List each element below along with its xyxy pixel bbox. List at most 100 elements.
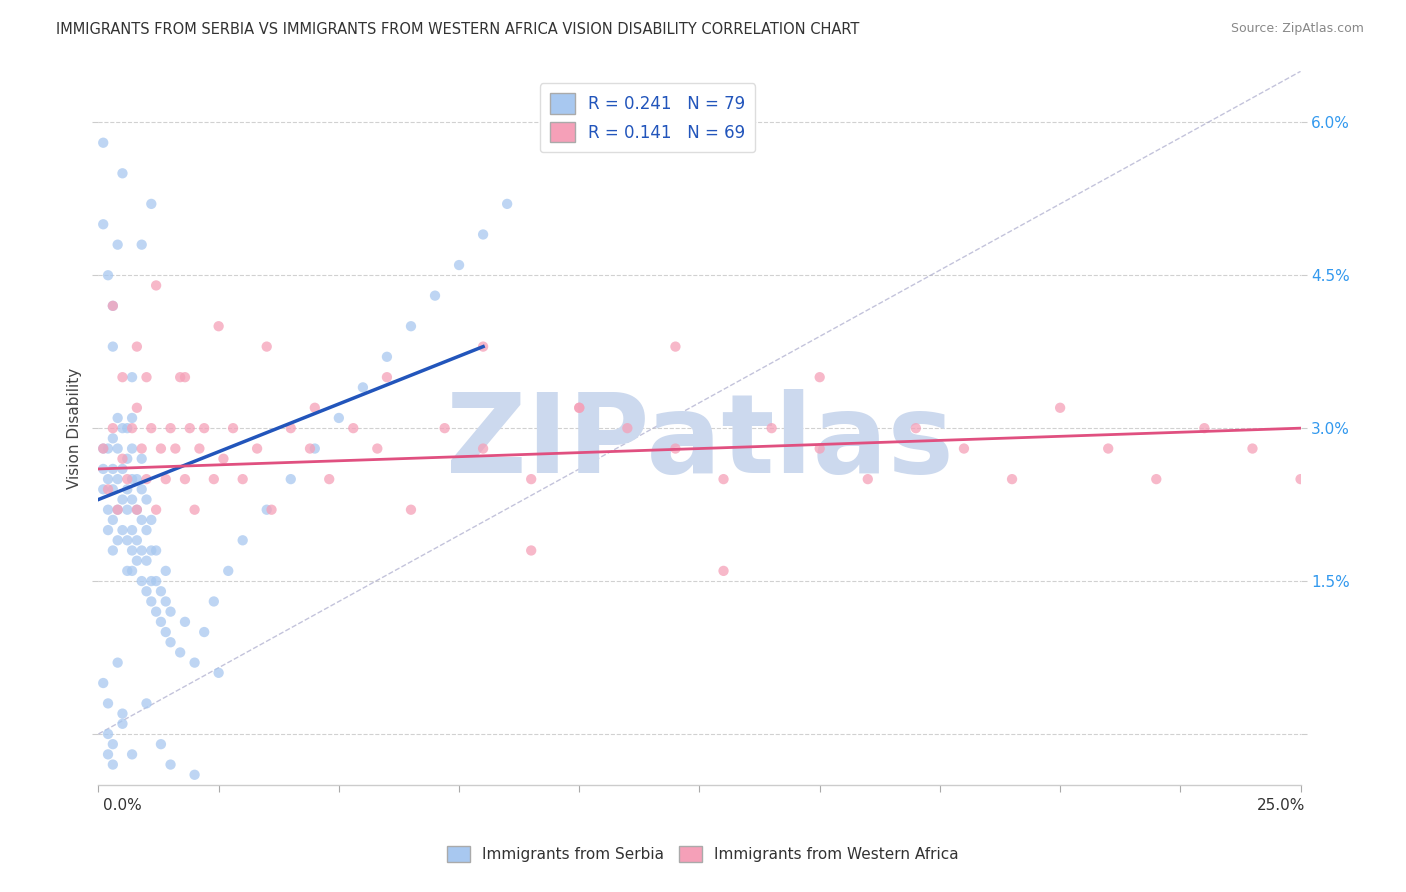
Point [447, 258, 470, 272]
Point [121, 523, 143, 537]
Point [91, 462, 114, 476]
Point [328, 411, 350, 425]
Point [568, 401, 591, 415]
Point [91, 442, 114, 456]
Point [298, 442, 321, 456]
Point [141, 513, 163, 527]
Point [1194, 421, 1216, 435]
Point [135, 523, 157, 537]
Point [145, 574, 167, 588]
Point [131, 574, 153, 588]
Point [117, 472, 139, 486]
Point [101, 431, 124, 445]
Point [568, 401, 591, 415]
Point [101, 737, 124, 751]
Point [107, 533, 129, 548]
Legend: Immigrants from Serbia, Immigrants from Western Africa: Immigrants from Serbia, Immigrants from … [441, 840, 965, 868]
Point [616, 421, 638, 435]
Point [399, 502, 422, 516]
Point [232, 472, 254, 486]
Point [117, 483, 139, 497]
Point [399, 319, 422, 334]
Point [121, 442, 143, 456]
Point [101, 483, 124, 497]
Point [159, 605, 181, 619]
Point [101, 340, 124, 354]
Point [117, 533, 139, 548]
Point [111, 716, 134, 731]
Point [131, 543, 153, 558]
Point [117, 421, 139, 435]
Point [352, 380, 374, 394]
Point [97, 727, 120, 741]
Text: Source: ZipAtlas.com: Source: ZipAtlas.com [1230, 22, 1364, 36]
Point [366, 442, 388, 456]
Point [135, 554, 157, 568]
Point [713, 472, 735, 486]
Point [97, 442, 120, 456]
Point [97, 502, 120, 516]
Point [135, 697, 157, 711]
Point [135, 584, 157, 599]
Point [202, 472, 225, 486]
Point [179, 421, 201, 435]
Legend: R = 0.241   N = 79, R = 0.141   N = 69: R = 0.241 N = 79, R = 0.141 N = 69 [540, 83, 755, 153]
Point [117, 502, 139, 516]
Point [208, 665, 231, 680]
Point [256, 340, 278, 354]
Point [101, 299, 124, 313]
Point [91, 442, 114, 456]
Point [91, 136, 114, 150]
Point [125, 502, 148, 516]
Point [125, 340, 148, 354]
Point [149, 615, 172, 629]
Point [141, 543, 163, 558]
Point [125, 401, 148, 415]
Point [97, 483, 120, 497]
Point [145, 278, 167, 293]
Point [904, 421, 927, 435]
Point [472, 442, 495, 456]
Point [375, 370, 398, 384]
Point [117, 564, 139, 578]
Point [107, 237, 129, 252]
Point [141, 421, 163, 435]
Point [155, 564, 177, 578]
Point [174, 615, 197, 629]
Point [761, 421, 783, 435]
Point [1289, 472, 1312, 486]
Point [304, 401, 326, 415]
Point [107, 656, 129, 670]
Point [159, 757, 181, 772]
Point [145, 605, 167, 619]
Point [280, 472, 302, 486]
Text: 0.0%: 0.0% [103, 798, 142, 813]
Point [246, 442, 269, 456]
Point [155, 625, 177, 640]
Point [111, 421, 134, 435]
Point [149, 442, 172, 456]
Point [111, 706, 134, 721]
Point [135, 370, 157, 384]
Point [121, 370, 143, 384]
Point [101, 543, 124, 558]
Point [141, 574, 163, 588]
Point [375, 350, 398, 364]
Text: IMMIGRANTS FROM SERBIA VS IMMIGRANTS FROM WESTERN AFRICA VISION DISABILITY CORRE: IMMIGRANTS FROM SERBIA VS IMMIGRANTS FRO… [56, 22, 859, 37]
Point [121, 543, 143, 558]
Point [149, 584, 172, 599]
Point [101, 299, 124, 313]
Point [97, 268, 120, 283]
Point [183, 656, 205, 670]
Point [135, 472, 157, 486]
Point [131, 451, 153, 466]
Point [125, 472, 148, 486]
Point [101, 462, 124, 476]
Point [1241, 442, 1264, 456]
Point [135, 492, 157, 507]
Point [97, 472, 120, 486]
Point [174, 370, 197, 384]
Point [222, 421, 245, 435]
Point [107, 502, 129, 516]
Point [169, 645, 191, 659]
